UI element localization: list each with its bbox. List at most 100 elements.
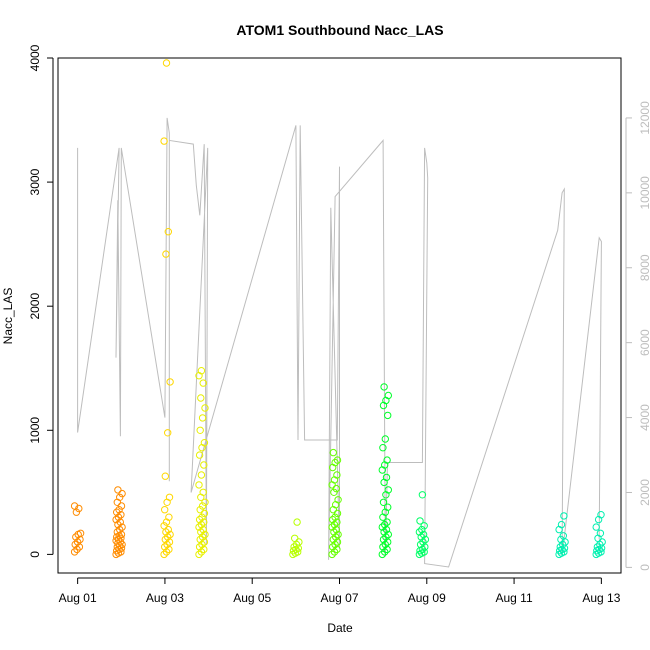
data-point	[116, 525, 124, 534]
data-point	[195, 550, 203, 559]
data-point	[195, 543, 204, 551]
data-point	[328, 550, 336, 559]
data-point	[75, 543, 84, 551]
data-point	[382, 525, 391, 534]
x-tick-label: Aug 03	[146, 591, 184, 605]
data-point	[200, 545, 208, 554]
data-point	[557, 520, 566, 529]
data-point	[198, 414, 207, 422]
data-point	[384, 538, 392, 546]
data-point	[76, 529, 85, 537]
data-point	[328, 523, 336, 531]
data-point	[379, 444, 387, 452]
data-point	[291, 534, 299, 542]
chart-title: ATOM1 Southbound Nacc_LAS	[236, 22, 443, 38]
data-point	[112, 515, 120, 524]
plot-frame	[57, 57, 622, 574]
data-point	[113, 528, 122, 536]
secondary-trace-layer	[77, 117, 602, 568]
x-axis-label: Date	[327, 621, 353, 635]
data-point	[164, 429, 172, 437]
data-point	[333, 518, 341, 526]
data-point	[166, 530, 174, 539]
y-axis-label: Nacc_LAS	[1, 288, 15, 345]
data-point	[75, 504, 83, 513]
data-point	[164, 533, 172, 541]
data-point	[382, 533, 390, 541]
x-tick-label: Aug 09	[408, 591, 446, 605]
y2-tick-label: 12000	[638, 101, 650, 135]
data-point	[164, 525, 173, 534]
y-tick-label: 0	[28, 551, 42, 558]
data-point	[332, 525, 340, 534]
data-point	[332, 484, 340, 493]
data-point	[197, 471, 206, 479]
data-point	[196, 506, 204, 514]
data-point	[199, 488, 207, 496]
data-point	[295, 538, 303, 546]
secondary-trace	[77, 117, 602, 568]
data-point	[418, 525, 426, 534]
data-point	[163, 540, 171, 549]
data-point	[420, 522, 428, 530]
data-point	[559, 540, 567, 549]
data-point	[116, 493, 124, 501]
data-point	[161, 535, 170, 544]
data-point	[329, 535, 337, 544]
data-point	[334, 530, 342, 539]
data-point	[197, 520, 206, 529]
x-tick-label: Aug 13	[582, 591, 620, 605]
data-point	[382, 473, 391, 482]
data-point	[333, 509, 342, 518]
data-point	[199, 525, 207, 534]
data-point	[200, 461, 208, 469]
data-point	[72, 533, 80, 541]
data-point	[195, 523, 203, 531]
data-point	[333, 538, 342, 546]
data-point	[71, 540, 79, 549]
data-point	[201, 404, 209, 412]
data-point	[379, 543, 387, 551]
data-point	[556, 543, 564, 551]
data-point	[164, 228, 173, 236]
x-axis: Aug 01 Aug 03 Aug 05 Aug 07 Aug 09 Aug 11 Aug …	[59, 577, 621, 605]
data-point	[200, 439, 209, 447]
data-point	[381, 540, 389, 549]
data-point	[161, 472, 170, 480]
data-point	[198, 540, 206, 549]
data-point	[293, 518, 301, 526]
data-point	[330, 488, 338, 496]
data-point	[160, 522, 168, 530]
data-point	[73, 538, 82, 546]
y-axis: 0 1000 2000 3000 4000	[28, 44, 54, 558]
y2-tick-label: 6000	[638, 329, 650, 356]
data-point	[334, 496, 342, 504]
data-point	[379, 498, 388, 506]
data-point	[200, 518, 208, 526]
data-point	[166, 378, 174, 386]
data-point	[330, 528, 338, 536]
data-point	[116, 518, 125, 526]
data-point	[331, 458, 339, 467]
data-point	[114, 520, 122, 529]
data-point	[332, 533, 340, 541]
data-point	[331, 513, 339, 521]
data-point	[384, 530, 392, 539]
data-point	[162, 59, 171, 67]
x-tick-label: Aug 07	[320, 591, 358, 605]
data-point	[333, 545, 341, 554]
data-point	[165, 493, 174, 501]
data-point	[383, 456, 391, 464]
data-point	[118, 489, 126, 498]
data-point	[384, 391, 392, 400]
data-point	[197, 528, 205, 536]
data-point	[333, 456, 342, 464]
data-point	[114, 486, 122, 494]
data-point	[329, 448, 337, 457]
data-point	[195, 451, 204, 459]
data-point	[415, 528, 424, 536]
data-point	[598, 538, 606, 546]
data-point	[330, 548, 339, 556]
x-tick-label: Aug 01	[59, 591, 97, 605]
data-point	[114, 513, 123, 521]
